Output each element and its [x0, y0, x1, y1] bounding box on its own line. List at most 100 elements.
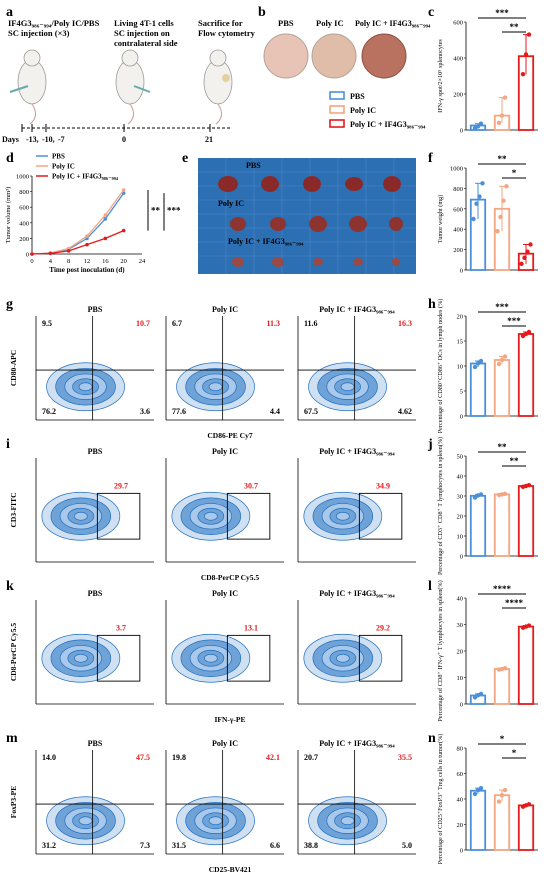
step2-line2: SC injection on — [114, 28, 170, 38]
data-point — [478, 492, 484, 497]
y-tick-label: 60 — [457, 771, 464, 778]
density-contour — [340, 816, 355, 826]
y-tick-label: 40 — [457, 596, 464, 603]
flow-plot-m-0: PBS 14.0 47.5 31.2 7.3 — [35, 739, 154, 855]
flow-plot-g-1: Poly IC 6.7 11.3 77.6 4.4 — [165, 305, 284, 421]
bar-j-2 — [517, 485, 535, 557]
data-point — [499, 792, 505, 798]
day-m13: -13, — [26, 135, 39, 144]
bar-n-0 — [469, 789, 487, 851]
panel-letter-i: i — [6, 437, 10, 452]
sig-label: ** — [510, 456, 520, 466]
panel-letter-c: c — [428, 5, 434, 20]
day-m7: -7 — [58, 135, 65, 144]
quadrant-value: 4.62 — [398, 407, 412, 416]
series-point — [48, 251, 53, 256]
gate-value: 29.2 — [376, 623, 390, 632]
day-0: 0 — [122, 135, 126, 144]
panel-letter-n: n — [428, 731, 436, 746]
data-point — [502, 666, 508, 671]
gate-box — [358, 492, 403, 540]
data-point — [472, 791, 478, 797]
gate-value: 29.7 — [114, 481, 128, 490]
data-point — [526, 623, 532, 628]
x-tick-label: 0 — [30, 258, 33, 265]
y-tick-label: 600 — [19, 205, 29, 212]
day-21: 21 — [205, 135, 213, 144]
step3-line2: Flow cytometry — [198, 28, 256, 38]
flow-y-label-g: CD80-APC — [9, 350, 18, 386]
data-point — [495, 229, 500, 234]
quadrant-value: 6.6 — [270, 841, 280, 850]
photo-label-combo: Poly IC + IF4G3₉₈₆₋₉₉₄ — [228, 237, 304, 246]
y-tick-label: 0 — [460, 414, 463, 421]
quadrant-value: 10.7 — [136, 319, 150, 328]
y-axis-label-l: Percentage of CD8⁺ IFN-γ⁺ T lymphocytes … — [437, 580, 444, 721]
y-tick-label: 400 — [453, 227, 463, 234]
data-point — [502, 354, 508, 359]
quadrant-value: 11.6 — [304, 319, 318, 328]
flow-x-label-i: CD8-PerCP Cy5.5 — [201, 573, 260, 582]
data-point — [472, 364, 478, 370]
step2-line3: contralateral side — [114, 38, 178, 48]
flow-y-label-k: CD8-PerCP Cy5.5 — [9, 623, 18, 682]
flow-cytometry-plots: CD80-APC CD86-PE Cy7 PBS 9.5 10.7 76.2 3.6 Poly… — [9, 305, 416, 874]
y-tick-label: 40 — [457, 474, 464, 481]
mouse-illustration-2 — [115, 49, 151, 125]
y-tick-label: 1000 — [450, 166, 463, 173]
quadrant-value: 9.5 — [42, 319, 52, 328]
bar-h-1 — [493, 359, 511, 417]
legend-b-polyic: Poly IC — [350, 106, 376, 115]
well-polyic — [311, 33, 357, 79]
step1-line1: IF4G3₉₈₆₋₉₉₄/Poly IC/PBS — [8, 18, 100, 28]
flow-plot-i-1: Poly IC 30.7 — [165, 447, 284, 563]
panel-b-elispot: PBS Poly IC Poly IC + IF4G3₉₈₆₋₉₉₄ PBS P… — [263, 18, 431, 129]
y-axis-label-c: IFN-γ spot/2×10⁵ splenocytes — [437, 39, 444, 113]
series-point — [85, 242, 89, 247]
panel-e-tumor-photo: PBS Poly IC Poly IC + IF4G3₉₈₆₋₉₉₄ — [198, 158, 416, 274]
bar-chart-c: 0 200 400 600 IFN-γ spot/2×10⁵ splenocytes **… — [437, 8, 538, 135]
data-point — [496, 120, 502, 126]
data-point — [480, 181, 485, 186]
panel-letter-d: d — [6, 151, 14, 166]
y-tick-label: 5 — [460, 389, 463, 396]
data-point — [522, 255, 527, 260]
y-axis-label-d: Tumor volume (mm³) — [5, 187, 12, 244]
y-tick-label: 1000 — [16, 174, 29, 181]
bar-l-1 — [493, 668, 511, 705]
series-point — [103, 213, 108, 217]
quadrant-value: 77.6 — [172, 407, 186, 416]
density-contour — [73, 511, 88, 521]
sig-label: *** — [507, 316, 521, 326]
quadrant-value: 4.4 — [270, 407, 280, 416]
y-tick-label: 20 — [457, 314, 464, 321]
tumor-row-polyic — [230, 216, 403, 232]
y-tick-label: 800 — [453, 186, 463, 193]
data-point — [526, 32, 532, 37]
y-tick-label: 0 — [460, 702, 463, 709]
legend-b: PBS Poly IC Poly IC + IF4G3₉₈₆₋₉₉₄ — [329, 91, 426, 129]
flow-y-label-i: CD3-FITC — [9, 493, 18, 528]
flow-plot-title: PBS — [88, 739, 103, 748]
day-m10: -10, — [42, 135, 55, 144]
sig-label: * — [512, 748, 517, 758]
flow-plot-title: Poly IC — [212, 305, 238, 314]
x-tick-label: 24 — [139, 258, 146, 265]
series-point — [121, 188, 126, 192]
quadrant-value: 38.8 — [304, 841, 318, 850]
y-tick-label: 50 — [457, 454, 464, 461]
data-point — [528, 242, 533, 247]
density-contour — [335, 653, 350, 663]
flow-plot-title: Poly IC + IF4G3₉₈₆₋₉₉₄ — [319, 589, 395, 598]
legend-label: Poly IC — [52, 163, 75, 171]
bar-chart-j: 0 10 20 30 40 50 Percentage of CD3⁺ CD8⁺ T lym… — [437, 437, 538, 575]
sig-label: *** — [495, 8, 509, 18]
bar-chart-l: 0 10 20 30 40 Percentage of CD8⁺ IFN-γ⁺ T lym… — [437, 580, 538, 722]
quadrant-value: 3.6 — [140, 407, 150, 416]
y-tick-label: 10 — [457, 675, 464, 682]
x-tick-label: 16 — [102, 258, 109, 265]
y-tick-label: 0 — [26, 252, 29, 259]
quadrant-value: 31.2 — [42, 841, 56, 850]
